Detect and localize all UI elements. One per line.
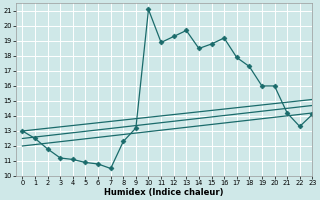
X-axis label: Humidex (Indice chaleur): Humidex (Indice chaleur) <box>105 188 224 197</box>
